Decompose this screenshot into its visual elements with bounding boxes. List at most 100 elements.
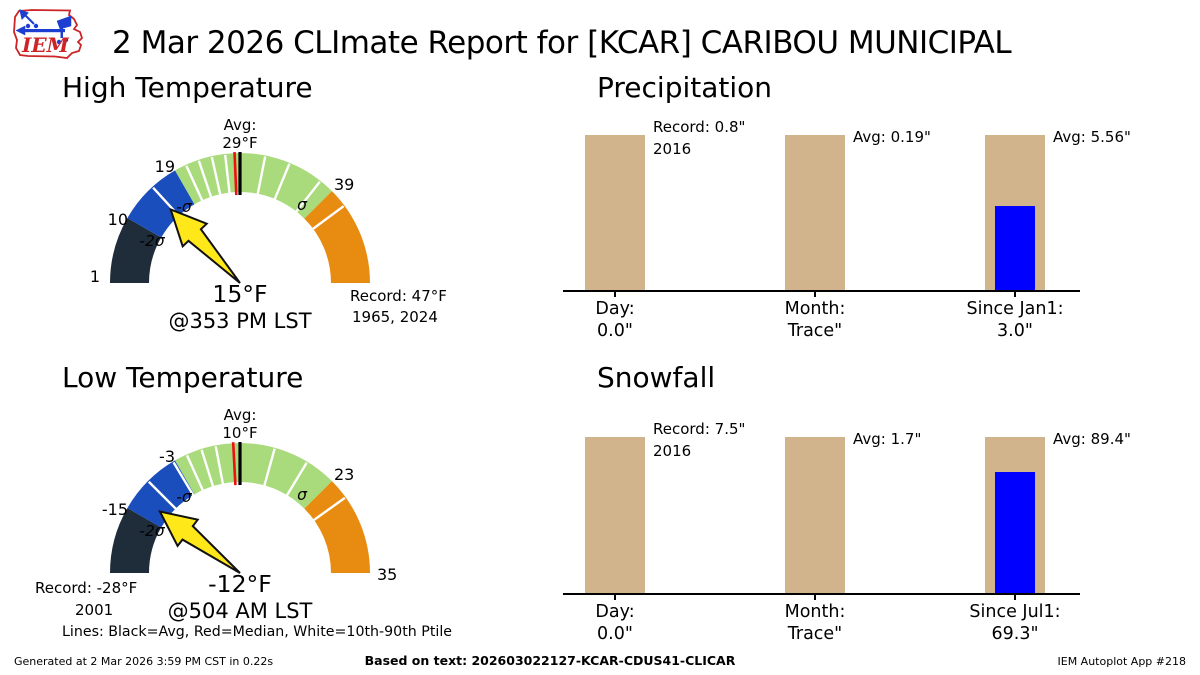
gauge-segment-above-sigma — [304, 191, 370, 283]
category-label: Day: 0.0" — [525, 602, 705, 645]
plus-sigma-label: σ — [297, 486, 308, 504]
gauge-segment-minus-2sigma — [127, 170, 195, 238]
record-annotation: Record: 0.8" 2016 — [653, 117, 745, 160]
minus-sigma-label: -σ — [176, 198, 193, 216]
climatology-bar — [585, 437, 645, 593]
avg-label: Avg: — [224, 116, 257, 134]
minus-sigma-label: -σ — [176, 488, 193, 506]
category-label-line: 69.3" — [991, 623, 1039, 644]
percentile-line — [263, 448, 276, 487]
avg-annotation: Avg: 0.19" — [853, 127, 931, 149]
axis-tick — [1014, 292, 1016, 297]
annotation-line: Avg: 0.19" — [853, 128, 931, 146]
observed-bar — [995, 206, 1035, 290]
category-label-line: Month: — [784, 299, 846, 319]
gauge-segment-above-sigma — [304, 481, 370, 573]
percentile-line — [185, 165, 204, 202]
annotation-line: 2016 — [653, 139, 692, 158]
climatology-bar — [785, 437, 845, 593]
section-title-precipitation: Precipitation — [597, 71, 773, 104]
percentile-line — [214, 446, 225, 485]
percentile-line — [256, 156, 267, 195]
category-label: Day: 0.0" — [525, 299, 705, 342]
record-years-label: 1965, 2024 — [352, 308, 438, 326]
x-axis-line — [563, 290, 1080, 292]
percentile-line — [285, 461, 308, 497]
record-years-label: 2001 — [75, 601, 113, 619]
weather-vane-icon — [15, 9, 72, 45]
annotation-line: Record: 7.5" — [653, 420, 746, 438]
observed-value-label: -12°F — [208, 570, 272, 598]
section-title-low-temperature: Low Temperature — [62, 361, 304, 394]
category-label-line: Month: — [784, 602, 846, 622]
section-title-high-temperature: High Temperature — [62, 71, 313, 104]
tick-label-plus-sigma: 23 — [334, 465, 354, 484]
high-temperature-gauge: 1 10 19 39 Avg:29°F -2σ -σ σ 15°F@353 PM LST Reco… — [90, 116, 447, 333]
category-label-line: Day: — [595, 602, 635, 622]
category-label: Month: Trace" — [725, 602, 905, 645]
low-temperature-gauge: -15 -3 23 35 Avg:10°F -2σ -σ σ -12°F@504 AM LST R… — [35, 406, 397, 623]
gauge-segment-below-2sigma — [110, 218, 162, 283]
footer-generated-text: Generated at 2 Mar 2026 3:59 PM CST in 0… — [14, 655, 274, 668]
snowfall-chart: Day: 0.0" Record: 7.5" 2016 Month: Trace" Avg:… — [563, 400, 1131, 655]
footer-source-text: Based on text: 202603022127-KCAR-CDUS41-… — [364, 653, 736, 668]
record-annotation: Record: 7.5" 2016 — [653, 419, 745, 462]
tick-label-min: 1 — [90, 267, 100, 286]
observation-time-label: @504 AM LST — [168, 599, 313, 623]
gauge-legend-note: Lines: Black=Avg, Red=Median, White=10th… — [62, 624, 452, 640]
category-label-line: 0.0" — [597, 320, 633, 341]
percentile-line — [147, 480, 178, 511]
tick-label-minus-2sigma: -15 — [102, 500, 128, 519]
category-label-line: Trace" — [787, 623, 843, 644]
axis-tick — [614, 292, 616, 297]
category-label: Since Jul1: 69.3" — [925, 602, 1105, 645]
avg-annotation: Avg: 89.4" — [1053, 429, 1131, 451]
tick-label-minus-sigma: 19 — [155, 157, 175, 176]
annotation-line: Avg: 1.7" — [853, 430, 922, 448]
percentile-line — [311, 205, 345, 231]
gauge-needle — [158, 510, 241, 574]
x-axis-line — [563, 593, 1080, 595]
section-title-snowfall: Snowfall — [597, 361, 716, 394]
tick-label-max: 35 — [377, 565, 397, 584]
precipitation-chart: Day: 0.0" Record: 0.8" 2016 Month: Trace" Avg:… — [563, 110, 1131, 360]
avg-value-label: 10°F — [222, 424, 257, 442]
annotation-line: Avg: 5.56" — [1053, 128, 1131, 146]
category-label-line: Day: — [595, 299, 635, 319]
percentile-line — [200, 449, 215, 488]
median-line — [231, 442, 237, 486]
axis-tick — [814, 595, 816, 600]
axis-tick — [1014, 595, 1016, 600]
avg-annotation: Avg: 5.56" — [1053, 127, 1131, 149]
percentile-line — [185, 454, 205, 492]
axis-tick — [614, 595, 616, 600]
iem-logo: IEM — [13, 9, 84, 59]
percentile-line — [210, 156, 222, 196]
category-label-line: 0.0" — [597, 623, 633, 644]
climatology-bar — [785, 135, 845, 290]
percentile-line — [172, 461, 195, 497]
percentile-line — [223, 154, 231, 194]
category-label-line: Since Jan1: — [966, 299, 1064, 319]
plus-sigma-label: σ — [297, 196, 308, 214]
footer-app-text: IEM Autoplot App #218 — [1057, 655, 1187, 668]
gauge-segment-below-2sigma — [110, 508, 162, 573]
percentile-line — [273, 163, 291, 201]
category-label: Since Jan1: 3.0" — [925, 299, 1105, 342]
median-line — [233, 152, 238, 196]
percentile-line — [312, 496, 346, 522]
tick-label-minus-2sigma: 10 — [108, 210, 128, 229]
category-label: Month: Trace" — [725, 299, 905, 342]
observed-value-label: 15°F — [212, 280, 267, 308]
category-label-line: Trace" — [787, 320, 843, 341]
minus-2sigma-label: -2σ — [139, 232, 165, 250]
gauge-needle — [169, 207, 241, 284]
avg-annotation: Avg: 1.7" — [853, 429, 921, 451]
category-label-line: Since Jul1: — [969, 602, 1061, 622]
annotation-line: 2016 — [653, 441, 692, 460]
category-label-line: 3.0" — [997, 320, 1033, 341]
gauge-segment-normal — [175, 443, 332, 509]
observation-time-label: @353 PM LST — [168, 309, 311, 333]
percentile-line — [294, 180, 321, 214]
avg-label: Avg: — [224, 406, 257, 424]
